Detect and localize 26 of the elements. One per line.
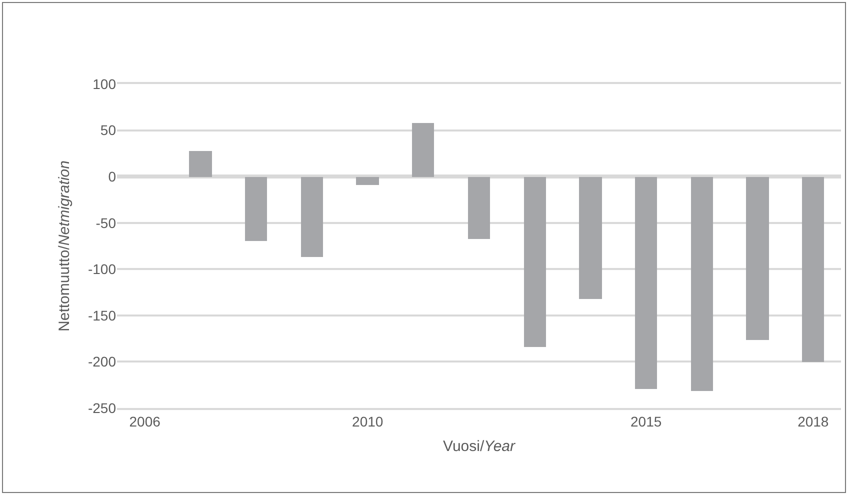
bar xyxy=(301,177,323,257)
y-tick-label: -100 xyxy=(88,261,116,278)
x-tick-label: 2018 xyxy=(798,414,829,430)
x-tick-label: 2015 xyxy=(630,414,662,430)
x-axis-title: Vuosi/Year xyxy=(443,438,516,456)
bar xyxy=(245,177,267,241)
y-tick-label: -200 xyxy=(88,354,116,370)
bar xyxy=(579,177,602,299)
bar xyxy=(635,177,657,389)
bar xyxy=(189,151,212,177)
bar xyxy=(691,177,713,391)
y-tick-label: -150 xyxy=(88,307,116,324)
y-tick-label: 0 xyxy=(108,168,116,184)
bar xyxy=(802,177,824,362)
bar xyxy=(356,177,379,185)
x-tick-label: 2010 xyxy=(352,414,384,430)
x-tick-label: 2006 xyxy=(129,414,161,430)
bar xyxy=(746,177,769,340)
bar xyxy=(468,177,490,239)
y-tick-label: -50 xyxy=(96,214,116,231)
bar xyxy=(524,177,546,347)
bar xyxy=(412,123,434,177)
y-tick-label: 50 xyxy=(100,122,116,138)
y-tick-label: 100 xyxy=(92,76,116,92)
y-axis-title: Nettomuutto/Netmigration xyxy=(56,160,74,332)
y-tick-label: -250 xyxy=(88,400,116,416)
